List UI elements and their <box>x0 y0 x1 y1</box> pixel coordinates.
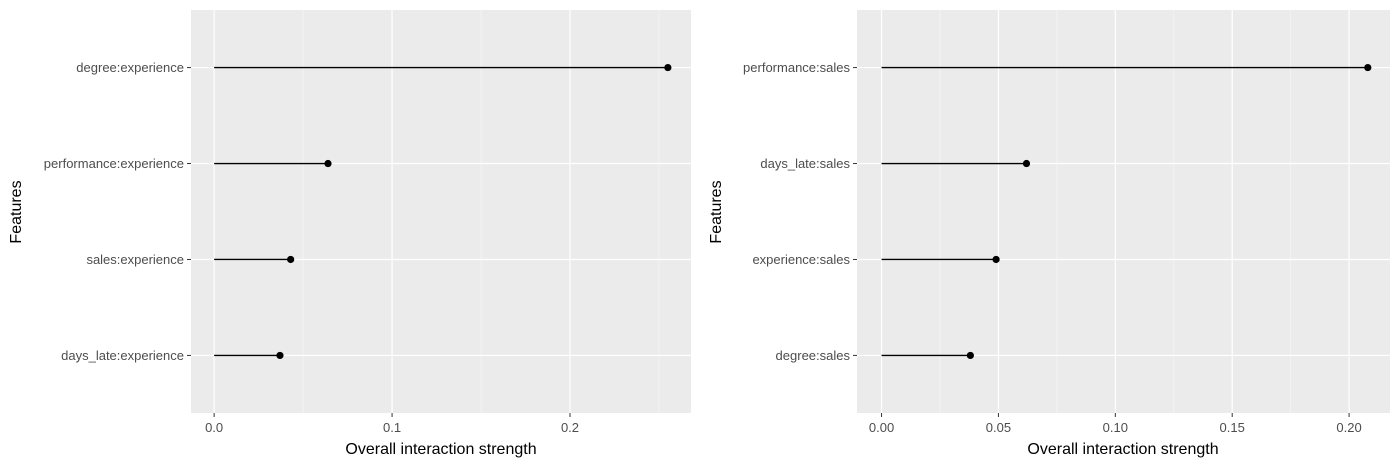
right-x-axis-title: Overall interaction strength <box>1027 441 1218 458</box>
right-marks <box>881 63 1372 360</box>
left-lollipop-point <box>664 63 672 72</box>
left-y-tick-label: degree:experience <box>76 60 184 75</box>
right-x-tick-label: 0.05 <box>986 420 1011 435</box>
right-y-axis-title: Features <box>708 180 725 243</box>
right-chart: performance:sales days_late:sales experien… <box>708 10 1390 458</box>
right-x-tick-label: 0.20 <box>1336 420 1361 435</box>
left-x-axis-title: Overall interaction strength <box>345 441 536 458</box>
right-x-tick-label: 0.15 <box>1220 420 1245 435</box>
left-lollipop-point <box>287 255 295 264</box>
right-lollipop-point <box>1364 63 1372 72</box>
left-x-tick-label: 0.0 <box>205 420 223 435</box>
left-x-tick-label: 0.2 <box>561 420 579 435</box>
left-chart: degree:experience performance:experience s… <box>8 10 691 458</box>
right-x-tick-labels: 0.00 0.05 0.10 0.15 0.20 <box>869 413 1362 435</box>
left-marks <box>214 63 672 360</box>
right-y-tick-label: experience:sales <box>752 252 850 267</box>
left-y-tick-label: days_late:experience <box>61 348 184 363</box>
left-x-tick-labels: 0.0 0.1 0.2 <box>205 413 579 435</box>
left-y-axis-title: Features <box>8 180 25 243</box>
left-x-tick-label: 0.1 <box>383 420 401 435</box>
left-y-tick-label: sales:experience <box>86 252 184 267</box>
right-x-tick-label: 0.10 <box>1103 420 1128 435</box>
left-plot-panel <box>191 10 691 413</box>
right-y-tick-label: degree:sales <box>776 348 851 363</box>
right-lollipop-point <box>966 351 974 360</box>
right-y-tick-labels: performance:sales days_late:sales experien… <box>743 60 857 363</box>
right-plot-panel <box>857 10 1390 413</box>
left-y-tick-labels: degree:experience performance:experience s… <box>44 60 191 363</box>
left-y-tick-label: performance:experience <box>44 156 184 171</box>
right-y-tick-label: performance:sales <box>743 60 850 75</box>
left-lollipop-point <box>276 351 284 360</box>
right-lollipop-point <box>992 255 1000 264</box>
right-y-tick-label: days_late:sales <box>760 156 850 171</box>
right-x-tick-label: 0.00 <box>869 420 894 435</box>
left-lollipop-point <box>324 159 332 168</box>
right-lollipop-point <box>1022 159 1031 168</box>
